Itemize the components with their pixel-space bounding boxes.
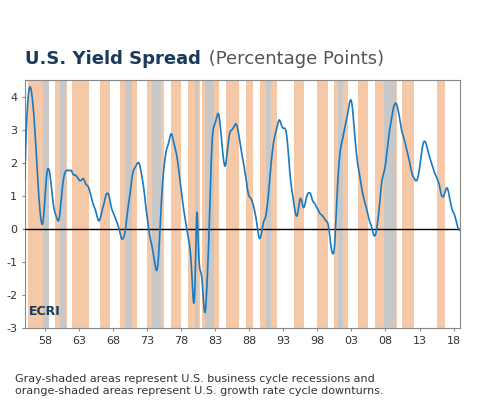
Bar xyxy=(120,80,137,328)
Bar xyxy=(152,80,161,328)
Bar xyxy=(44,80,49,328)
Bar xyxy=(437,80,445,328)
Bar xyxy=(148,80,164,328)
Bar xyxy=(125,80,132,328)
Bar xyxy=(402,80,414,328)
Text: U.S. Yield Spread: U.S. Yield Spread xyxy=(25,50,200,68)
Text: (Percentage Points): (Percentage Points) xyxy=(203,50,384,68)
Bar xyxy=(55,80,67,328)
Bar xyxy=(317,80,328,328)
Text: ECRI: ECRI xyxy=(29,305,61,318)
Bar xyxy=(60,80,66,328)
Bar xyxy=(28,80,49,328)
Bar xyxy=(99,80,110,328)
Bar xyxy=(188,80,200,328)
Bar xyxy=(226,80,239,328)
Bar xyxy=(358,80,368,328)
Bar xyxy=(202,80,219,328)
Bar xyxy=(294,80,304,328)
Bar xyxy=(266,80,271,328)
Text: Gray-shaded areas represent U.S. business cycle recessions and
orange-shaded are: Gray-shaded areas represent U.S. busines… xyxy=(15,374,384,396)
Bar xyxy=(375,80,397,328)
Bar xyxy=(246,80,253,328)
Bar xyxy=(195,80,198,328)
Bar xyxy=(384,80,396,328)
Bar xyxy=(72,80,90,328)
Bar xyxy=(259,80,277,328)
Bar xyxy=(205,80,214,328)
Bar xyxy=(335,80,348,328)
Bar xyxy=(338,80,343,328)
Bar xyxy=(171,80,181,328)
